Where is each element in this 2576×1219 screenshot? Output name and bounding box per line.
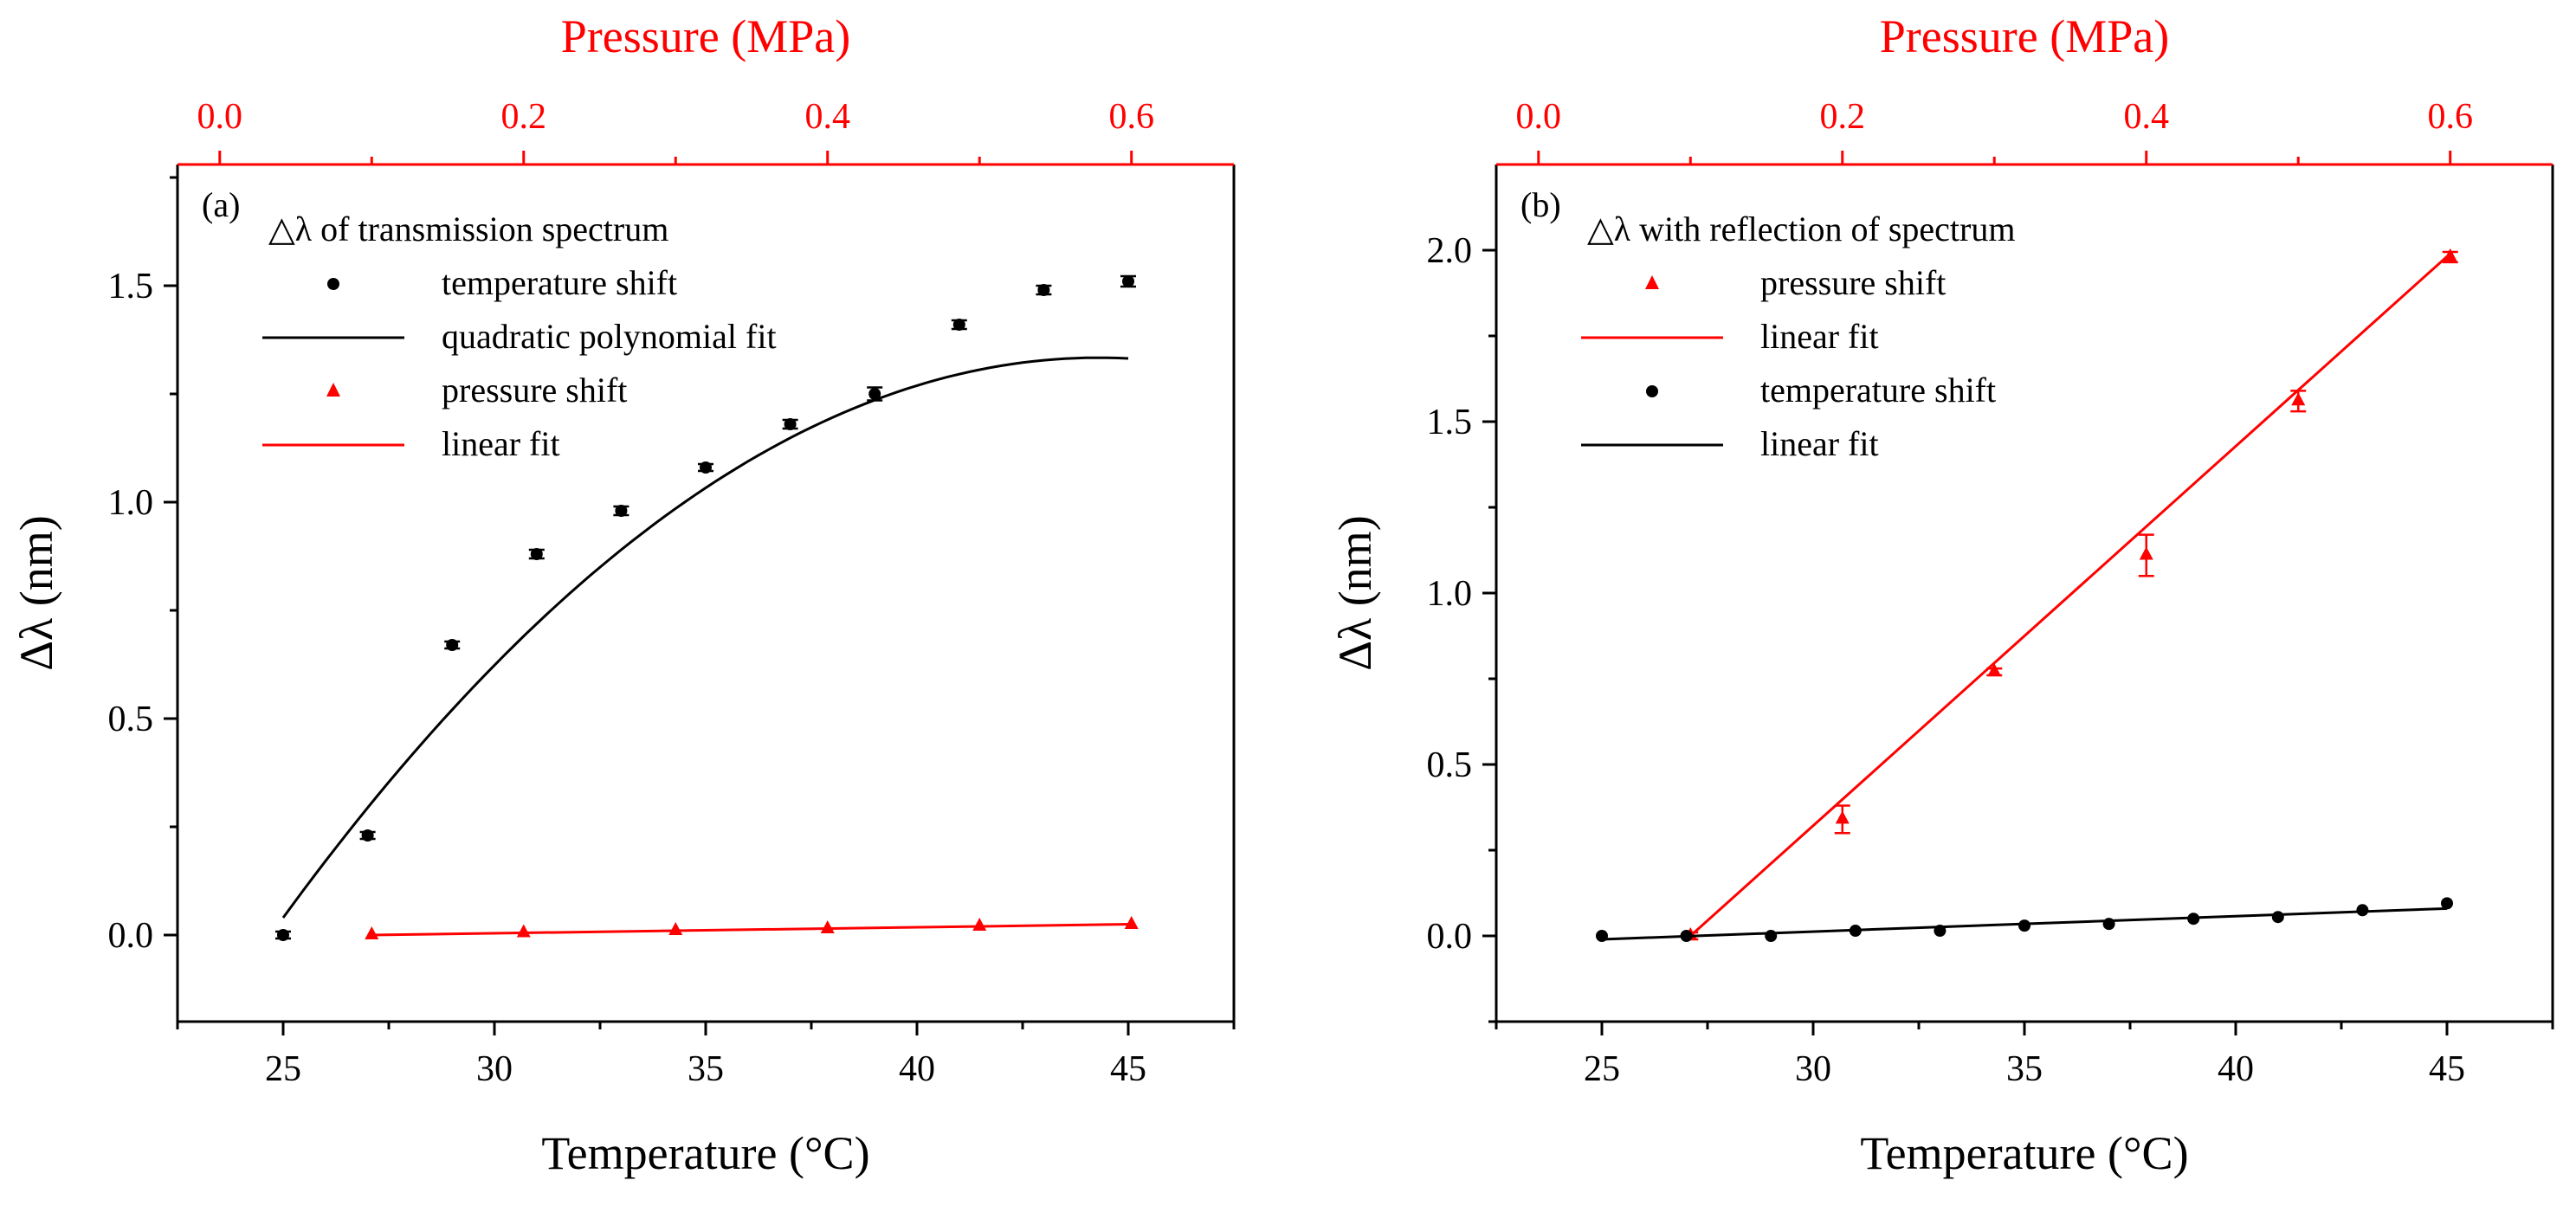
panel-b-pressure-shift-point	[2291, 392, 2306, 406]
panel-b-x-axis-title: Temperature (°C)	[1860, 1127, 2188, 1179]
panel-a-x-tick-label: 35	[688, 1049, 724, 1089]
panel-a-pressure-shift-point	[972, 918, 987, 931]
panel-a-panel-label: (a)	[202, 185, 240, 224]
panel-b-legend-triangle-marker	[1645, 275, 1659, 289]
panel-a-pressure-shift-point	[1124, 916, 1139, 929]
panel-a-y-tick-label: 0.5	[108, 700, 154, 739]
panel-a-legend-triangle-marker	[326, 383, 340, 397]
panel-a-temperature-shift-point	[700, 461, 712, 474]
panel-b-y-tick-label: 1.0	[1427, 574, 1473, 614]
panel-b-x2-tick-label: 0.6	[2427, 97, 2473, 137]
panel-a-pressure-shift-point	[516, 924, 531, 938]
panel-b-legend-label: linear fit	[1760, 317, 1879, 356]
panel-a-temperature-shift-point	[530, 548, 543, 560]
panel-a-temperature-shift-point	[361, 829, 374, 842]
panel-a-x-tick-label: 45	[1110, 1049, 1146, 1089]
panel-a-x2-tick-label: 0.6	[1108, 97, 1154, 137]
panel-a-legend-label: linear fit	[442, 424, 560, 463]
panel-b-temperature-shift-point	[2441, 897, 2453, 910]
panel-b-pressure-shift-point	[2139, 546, 2153, 560]
panel-b-x2-axis-title: Pressure (MPa)	[1880, 10, 2169, 62]
chart-panel-a: 25 30 35 40 45 0.0 0.2 0.4 0.6 0.0 0.5 1.0 1.5 Temper…	[10, 10, 1236, 1179]
panel-b-pressure-shift-point	[1987, 663, 2002, 677]
panel-a-temperature-shift-point	[868, 388, 881, 400]
panel-a-temperature-shift-point	[1122, 275, 1134, 287]
panel-a-pressure-shift-point	[365, 926, 379, 939]
panel-a-x2-tick-label: 0.2	[501, 97, 547, 137]
panel-a-temperature-shift-point	[784, 418, 797, 430]
panel-a-y-tick-label: 0.0	[108, 916, 154, 956]
panel-b-temperature-shift-point	[2271, 911, 2284, 924]
panel-b-panel-label: (b)	[1520, 185, 1561, 224]
panel-a-linear-fit-line	[371, 923, 1132, 937]
panel-b-y-tick-label: 2.0	[1427, 231, 1473, 271]
panel-a-y-axis-title: Δλ (nm)	[10, 515, 62, 670]
panel-b-y-tick-label: 0.5	[1427, 745, 1473, 785]
panel-a-x-axis-title: Temperature (°C)	[541, 1127, 869, 1179]
panel-a-legend-label: temperature shift	[442, 263, 677, 302]
panel-a-quadratic-polynomial-fit-curve	[281, 356, 1129, 919]
panel-b-x2-tick-label: 0.0	[1516, 97, 1562, 137]
panel-a-legend-title: △λ of transmission spectrum	[268, 210, 668, 248]
panel-b-x-tick-label: 45	[2429, 1049, 2465, 1089]
panel-b-x2-tick-label: 0.2	[1820, 97, 1866, 137]
panel-b-x-tick-label: 35	[2006, 1049, 2043, 1089]
panel-b-temperature-shift-point	[2018, 919, 2030, 932]
panel-a-temperature-shift-point	[1037, 284, 1050, 296]
panel-b-legend-title: △λ with reflection of spectrum	[1587, 210, 2015, 248]
chart-panel-b: 25 30 35 40 45 0.0 0.2 0.4 0.6 0.0 0.5 1.0 1.5 2.0 Tem…	[1329, 10, 2554, 1179]
panel-a-x-tick-label: 25	[265, 1049, 301, 1089]
panel-a-pressure-shift-point	[820, 920, 835, 933]
panel-a-x2-tick-label: 0.0	[197, 97, 243, 137]
panel-b-legend-label: linear fit	[1760, 424, 1879, 463]
panel-a-temperature-shift-point	[952, 319, 965, 331]
panel-b-x-tick-label: 40	[2218, 1049, 2254, 1089]
panel-a-legend-circle-marker	[327, 278, 339, 290]
panel-b-x2-tick-label: 0.4	[2123, 97, 2169, 137]
panel-b-y-tick-label: 1.5	[1427, 403, 1473, 442]
panel-b-y-axis-title: Δλ (nm)	[1329, 515, 1381, 670]
panel-b-legend-label: pressure shift	[1760, 263, 1946, 302]
panel-b-linear-fit-line	[1689, 252, 2451, 938]
panel-b-x-tick-label: 25	[1584, 1049, 1620, 1089]
panel-b-legend-circle-marker	[1646, 385, 1658, 397]
panel-b-legend-label: temperature shift	[1760, 371, 1996, 410]
panel-a-legend-label: quadratic polynomial fit	[442, 317, 777, 356]
panel-b-pressure-shift-point	[1835, 810, 1850, 824]
panel-a-x-tick-label: 30	[476, 1049, 513, 1089]
panel-a-y-tick-label: 1.5	[108, 267, 154, 306]
panel-a-temperature-shift-point	[277, 929, 289, 941]
panel-a-y-tick-label: 1.0	[108, 483, 154, 523]
panel-a-x2-tick-label: 0.4	[804, 97, 850, 137]
panel-a-x-tick-label: 40	[899, 1049, 935, 1089]
panel-a-x2-axis-title: Pressure (MPa)	[561, 10, 850, 62]
panel-b-linear-fit-line	[1601, 906, 2448, 941]
panel-b-temperature-shift-point	[2356, 904, 2369, 917]
panel-a-temperature-shift-point	[446, 639, 459, 651]
panel-b-x-tick-label: 30	[1795, 1049, 1831, 1089]
panel-b-y-tick-label: 0.0	[1427, 917, 1473, 957]
panel-b-temperature-shift-point	[1765, 930, 1778, 942]
panel-a-pressure-shift-point	[668, 922, 683, 935]
panel-a-temperature-shift-point	[615, 505, 628, 517]
panel-a-legend-label: pressure shift	[442, 371, 627, 410]
